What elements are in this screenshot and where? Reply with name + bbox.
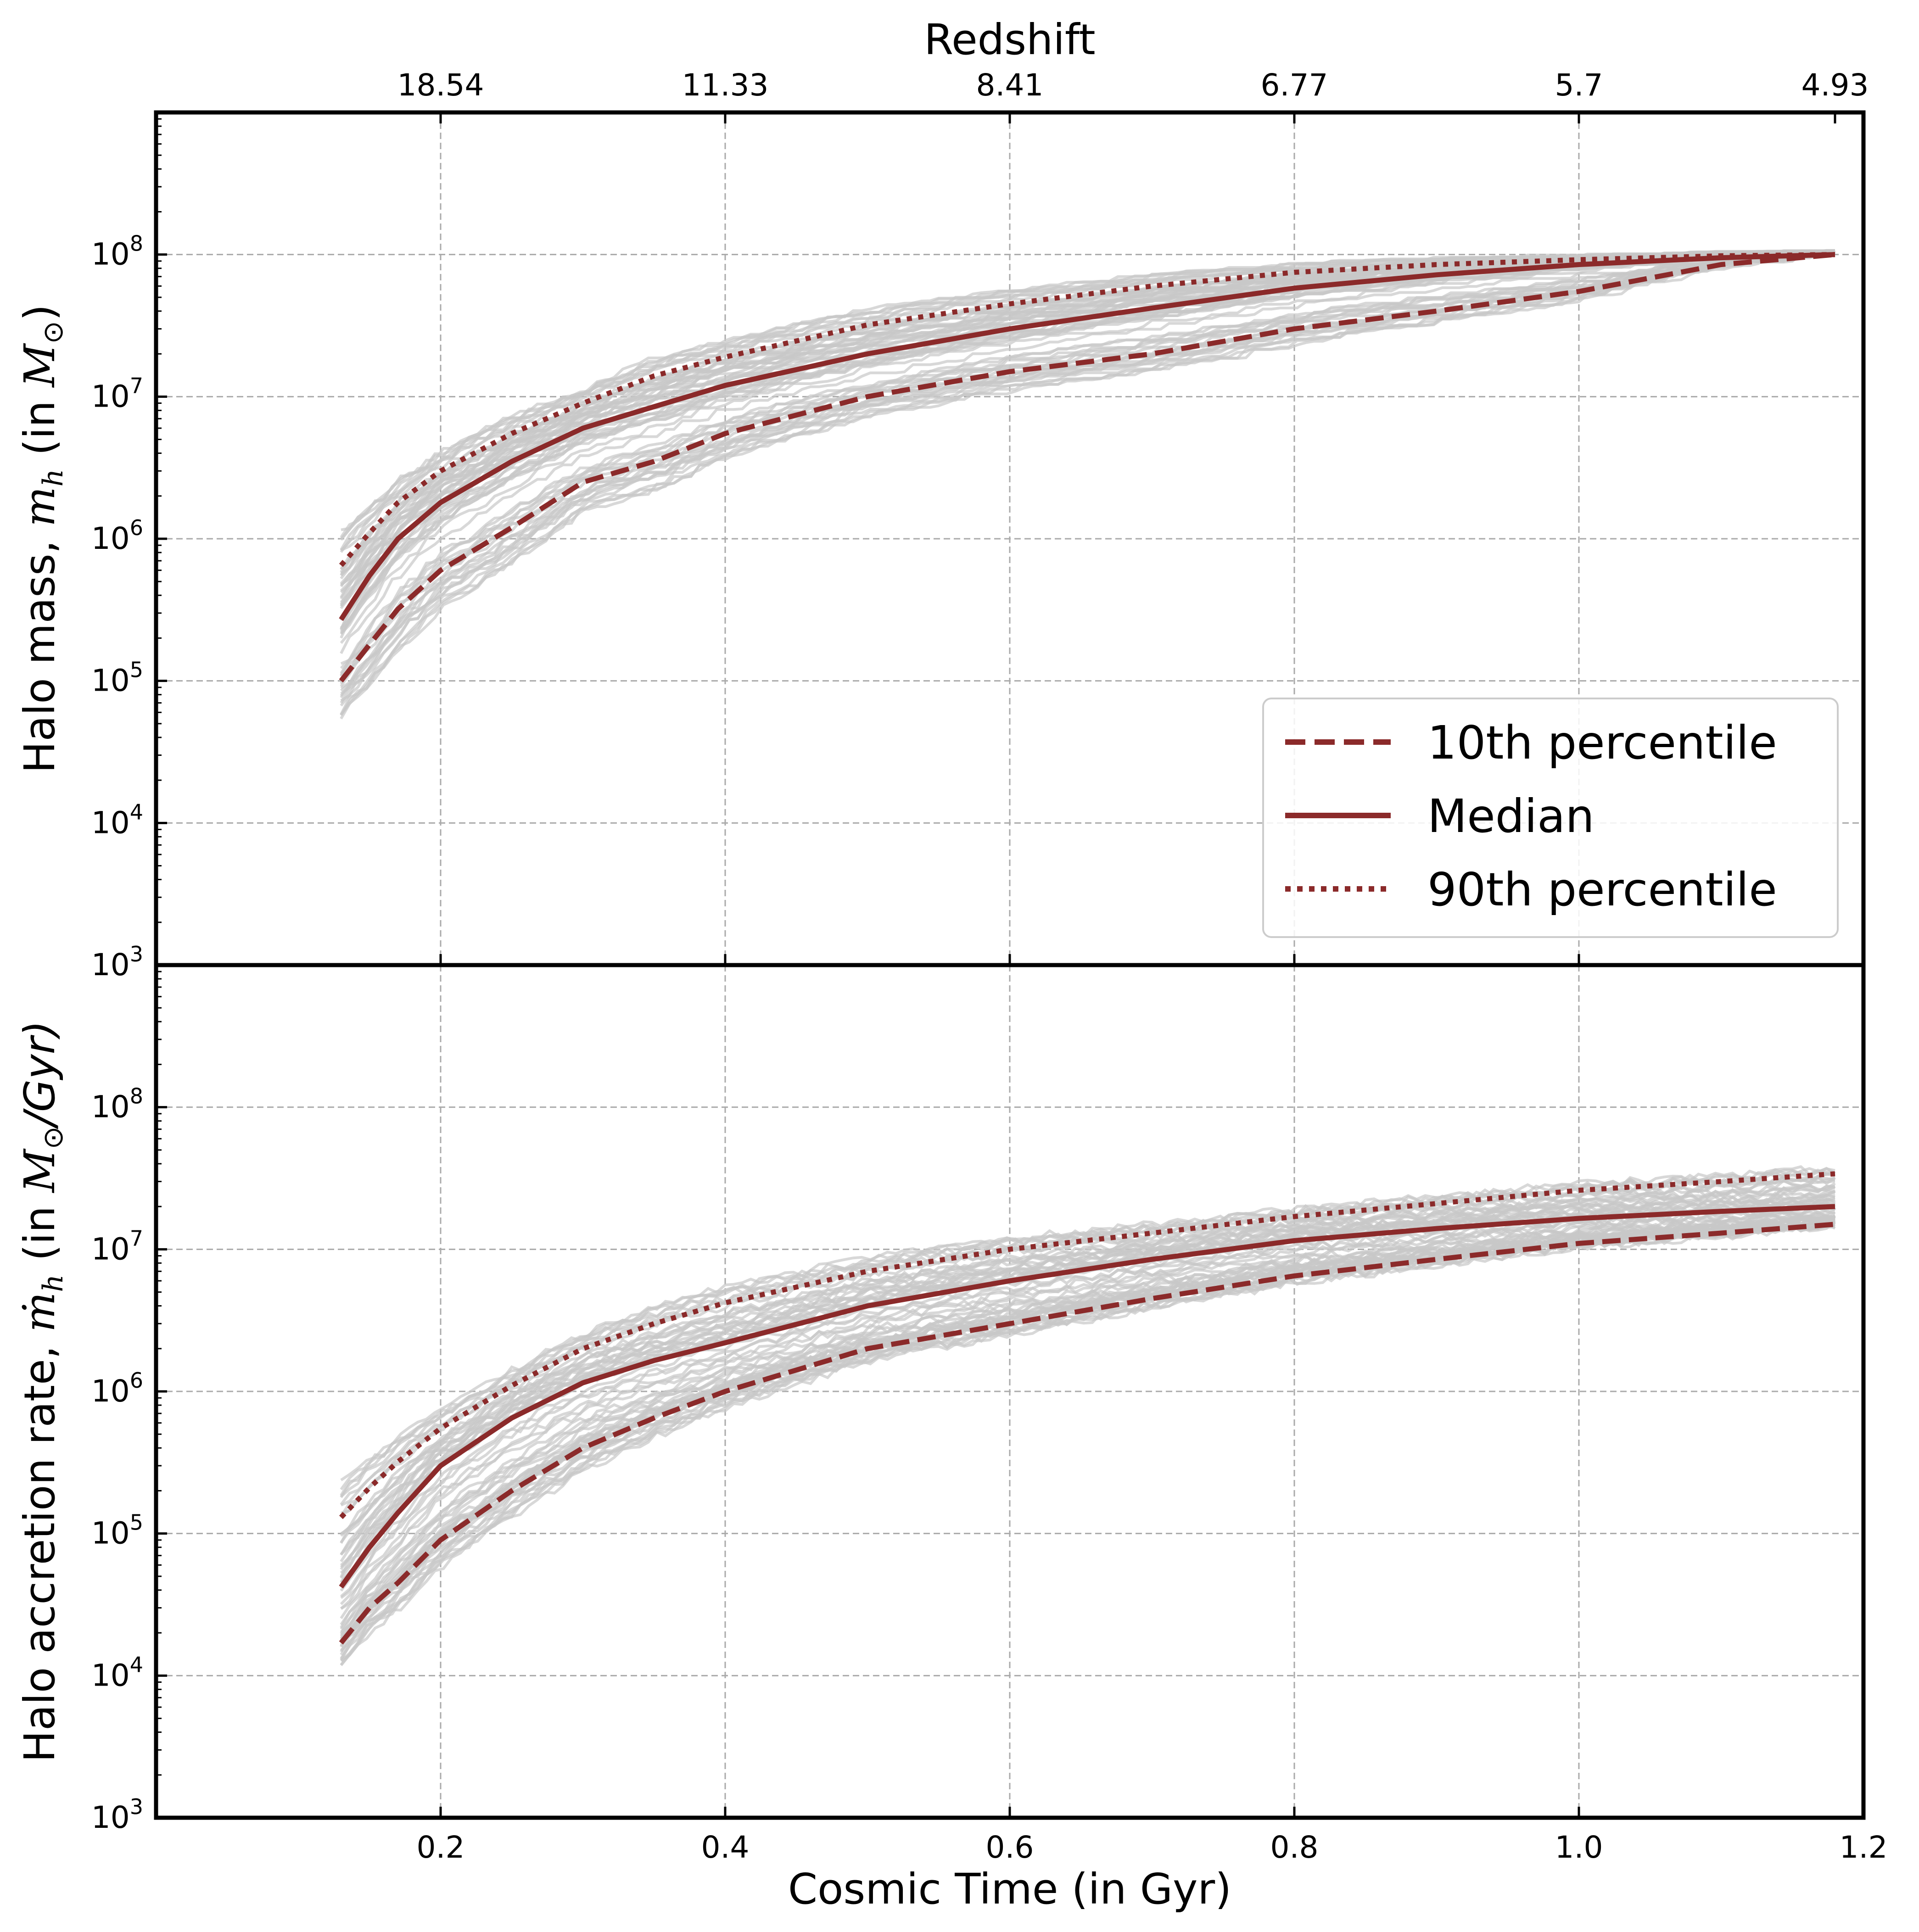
top-tick-label: 11.33 <box>682 67 769 103</box>
mass-panel: 103 104 105 106 107 108 Halo mass, mh (in M⊙) <box>15 112 1865 983</box>
y-axis-title: Halo accretion rate, ṁh (in M⊙/Gyr) <box>15 1021 69 1763</box>
sample-track <box>340 1223 1835 1662</box>
y-tick-label: 104 <box>91 1652 143 1693</box>
y-tick-label: 106 <box>91 515 143 556</box>
sample-track <box>340 1168 1835 1498</box>
legend-label: 10th percentile <box>1427 716 1777 770</box>
y-tick-label: 105 <box>91 1510 143 1551</box>
y-tick-label: 108 <box>91 231 143 272</box>
sample-track <box>340 1214 1836 1641</box>
sample-track <box>340 251 1835 665</box>
sample-track <box>340 1223 1835 1662</box>
series-dashed <box>339 1222 1835 1645</box>
sample-track <box>340 1207 1836 1605</box>
sample-track <box>340 1206 1835 1597</box>
accretion-panel-ticks: 103 104 105 106 107 108 <box>91 971 1865 1835</box>
sample-track <box>340 1215 1835 1635</box>
sample-track <box>341 250 1835 531</box>
sample-track <box>340 1189 1836 1555</box>
y-tick-label: 103 <box>91 1794 143 1835</box>
sample-track <box>340 250 1835 720</box>
x-tick-label: 1.0 <box>1555 1830 1603 1865</box>
sample-track <box>340 252 1835 629</box>
top-axis-title: Redshift <box>924 15 1095 64</box>
series-dotted <box>339 252 1835 567</box>
x-tick-label: 0.2 <box>417 1830 465 1865</box>
sample-track <box>340 249 1835 553</box>
y-tick-label: 106 <box>91 1368 143 1409</box>
series-dashed <box>339 252 1835 683</box>
sample-track <box>340 252 1835 594</box>
top-axis-ticks: 18.54 11.33 8.41 6.77 5.7 4.93 <box>397 67 1869 123</box>
x-tick-label: 0.6 <box>986 1830 1034 1865</box>
x-tick-label: 0.4 <box>701 1830 750 1865</box>
mass-panel-percentile-lines <box>339 252 1835 683</box>
y-tick-label: 105 <box>91 658 143 698</box>
legend-box <box>1262 698 1839 938</box>
mass-panel-sample-tracks <box>340 249 1836 720</box>
top-tick-label: 8.41 <box>976 67 1044 103</box>
sample-track <box>340 1211 1835 1610</box>
x-axis-ticks: 0.2 0.4 0.6 0.8 1.0 1.2 <box>417 1830 1888 1865</box>
accretion-panel-percentile-lines <box>339 1171 1835 1645</box>
y-tick-label: 108 <box>91 1084 143 1125</box>
series-dotted <box>339 1171 1835 1519</box>
x-axis-title: Cosmic Time (in Gyr) <box>788 1865 1231 1914</box>
top-tick-label: 6.77 <box>1261 67 1328 103</box>
mass-panel-y-label: Halo mass, mh (in M⊙) <box>15 304 69 773</box>
sample-track <box>340 251 1835 654</box>
top-tick-label: 4.93 <box>1802 67 1869 103</box>
sample-track <box>340 1223 1835 1661</box>
y-tick-label: 104 <box>91 799 143 840</box>
sample-track <box>340 249 1835 644</box>
y-tick-label: 107 <box>91 1226 143 1267</box>
y-tick-label: 103 <box>91 942 143 983</box>
legend-label: Median <box>1427 789 1595 843</box>
y-tick-label: 107 <box>91 373 143 414</box>
top-tick-label: 5.7 <box>1555 67 1603 103</box>
series-solid <box>339 252 1835 621</box>
x-tick-label: 0.8 <box>1270 1830 1319 1865</box>
top-tick-label: 18.54 <box>397 67 484 103</box>
accretion-panel-frame <box>154 963 1866 1820</box>
accretion-panel: 103 104 105 106 107 108 Halo accretion rate, … <box>15 965 1865 1835</box>
accretion-panel-grid <box>156 965 1863 1818</box>
series-solid <box>339 1204 1835 1589</box>
sample-track <box>340 251 1836 715</box>
legend: 10th percentile Median 90th percentile <box>1262 698 1839 938</box>
x-tick-label: 1.2 <box>1840 1830 1888 1865</box>
legend-label: 90th percentile <box>1427 863 1777 916</box>
sample-track <box>340 1184 1835 1535</box>
y-axis-title: Halo mass, mh (in M⊙) <box>15 304 69 773</box>
accretion-panel-y-label: Halo accretion rate, ṁh (in M⊙/Gyr) <box>15 1021 69 1763</box>
